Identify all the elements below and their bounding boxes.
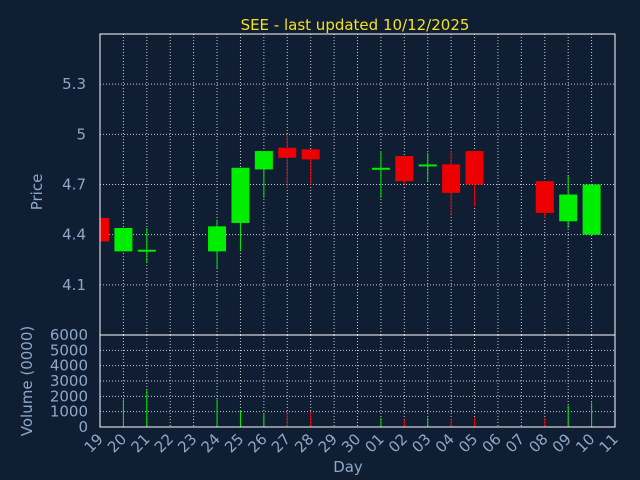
x-axis-label: Day (333, 458, 363, 476)
volume-grid (99, 334, 616, 428)
candle-body (559, 194, 578, 222)
candle-body (278, 147, 297, 158)
volume-tick-label: 1000 (50, 403, 88, 421)
candle-body (535, 181, 554, 213)
x-tick-label: 30 (338, 430, 364, 456)
x-tick-label: 25 (221, 430, 247, 456)
volume-tick-label: 2000 (50, 387, 88, 405)
x-tick-label: 24 (198, 430, 224, 456)
x-tick-label: 01 (362, 430, 388, 456)
x-tick-label: 21 (127, 430, 153, 456)
candle-body (442, 164, 461, 193)
price-tick-label: 4.4 (62, 226, 86, 244)
candle-body (582, 184, 601, 235)
candle-body (465, 151, 484, 185)
x-tick-label: 09 (549, 430, 575, 456)
candle-body (371, 167, 390, 170)
candle-body (114, 227, 133, 252)
candles (99, 134, 601, 269)
x-tick-label: 11 (596, 430, 622, 456)
x-tick-label: 07 (502, 430, 528, 456)
x-tick-label: 26 (244, 430, 270, 456)
x-tick-label: 05 (455, 430, 481, 456)
price-tick-label: 5.3 (62, 75, 86, 93)
volume-tick-label: 6000 (50, 326, 88, 344)
volume-bars (122, 390, 593, 427)
x-tick-label: 03 (408, 430, 434, 456)
x-tick-label: 04 (432, 430, 458, 456)
candle-body (254, 151, 273, 170)
candle-body (137, 249, 156, 252)
x-tick-label: 10 (572, 430, 598, 456)
x-ticks: 1920212223242526272829300102030405060708… (81, 430, 622, 456)
candle-body (301, 149, 320, 160)
candle-body (418, 164, 437, 167)
volume-tick-label: 5000 (50, 341, 88, 359)
x-tick-label: 29 (315, 430, 341, 456)
volume-tick-label: 0 (78, 418, 88, 436)
price-tick-label: 5 (76, 125, 86, 143)
x-tick-label: 22 (151, 430, 177, 456)
volume-tick-label: 4000 (50, 357, 88, 375)
x-tick-label: 08 (525, 430, 551, 456)
x-tick-label: 20 (104, 430, 130, 456)
x-tick-label: 27 (268, 430, 294, 456)
volume-tick-label: 3000 (50, 372, 88, 390)
x-tick-label: 06 (479, 430, 505, 456)
candle-body (208, 226, 227, 252)
candle-body (100, 217, 109, 242)
price-axis-label: Price (28, 174, 46, 211)
price-y-ticks: 4.1 4.4 4.7 5 5.3 (62, 75, 86, 294)
price-tick-label: 4.1 (62, 276, 86, 294)
chart-title: SEE - last updated 10/12/2025 (241, 16, 470, 34)
volume-panel-frame (99, 334, 616, 428)
x-tick-label: 23 (174, 430, 200, 456)
candle-body (395, 156, 414, 182)
volume-axis-label: Volume (0000) (18, 326, 36, 436)
x-tick-label: 28 (291, 430, 317, 456)
price-tick-label: 4.7 (62, 176, 86, 194)
x-tick-label: 02 (385, 430, 411, 456)
candle-body (231, 167, 250, 223)
